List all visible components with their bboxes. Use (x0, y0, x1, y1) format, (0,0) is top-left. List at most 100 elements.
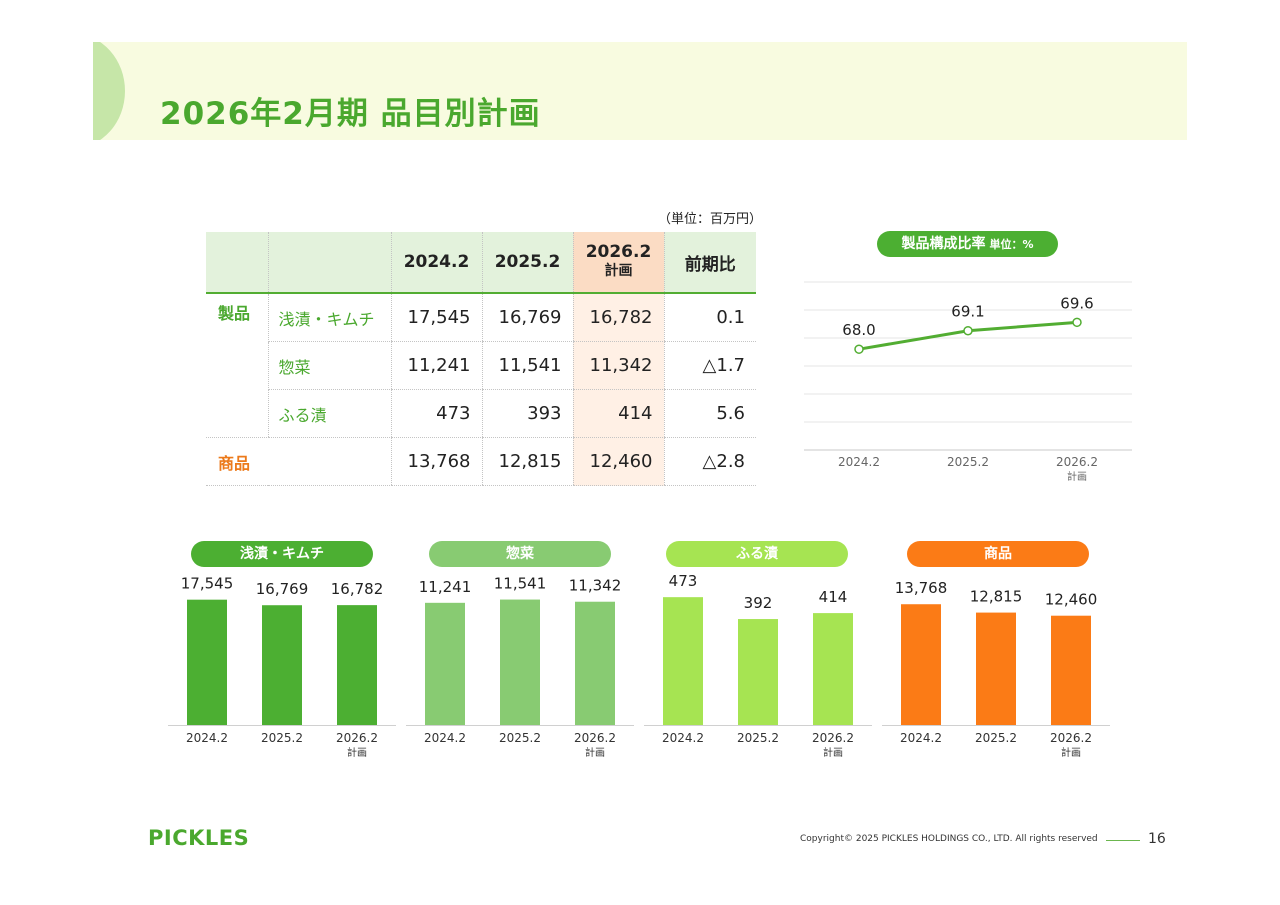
unit-note: （単位：百万円） (658, 212, 763, 227)
line-chart: 68.0 2024.2 69.1 2025.2 69.6 2026.2計画 (804, 281, 1132, 483)
plan-table: 2024.2 2025.2 2026.2 計画 前期比 製品 浅漬・キムチ 17… (206, 232, 756, 486)
bar (663, 597, 703, 725)
point-value-label: 68.0 (842, 321, 875, 339)
table-header-row: 2024.2 2025.2 2026.2 計画 前期比 (206, 232, 756, 294)
x-tick-label: 2024.2 (424, 731, 466, 745)
bar (901, 604, 941, 725)
cell-2025: 11,541 (481, 341, 573, 390)
x-tick-sublabel: 計画 (585, 746, 605, 759)
x-tick-label: 2025.2 (261, 731, 303, 745)
header-2026: 2026.2 (585, 242, 652, 262)
point-value-label: 69.1 (951, 303, 984, 321)
data-point (854, 344, 864, 354)
x-tick-label: 2025.2 (499, 731, 541, 745)
header-2026-plan: 2026.2 計画 (572, 232, 664, 294)
bar-pill-goods: 商品 (907, 541, 1089, 567)
cell-2025: 393 (481, 389, 573, 438)
cell-2026-plan: 11,342 (572, 341, 664, 390)
bar-pill-furuzuke: ふる漬 (666, 541, 848, 567)
x-tick-label: 2024.2 (186, 731, 228, 745)
bar-value-label: 11,241 (419, 578, 472, 596)
cell-yoy: △2.8 (663, 437, 756, 486)
header-2024: 2024.2 (390, 232, 482, 294)
bar-pill-sozai: 惣菜 (429, 541, 611, 567)
cell-yoy: 0.1 (663, 293, 756, 342)
bar-value-label: 12,815 (970, 588, 1023, 606)
header-plan-label: 計画 (604, 263, 633, 279)
copyright-text: Copyright© 2025 PICKLES HOLDINGS CO., LT… (800, 834, 1098, 844)
page-title: 2026年2月期 品目別計画 (160, 96, 541, 132)
bar-chart-sozai: 11,241 2024.2 11,541 2025.2 11,342 2026.2計画 (406, 575, 634, 759)
header-yoy: 前期比 (663, 232, 756, 294)
cell-2025: 16,769 (481, 293, 573, 342)
category-goods: 商品 (206, 437, 391, 486)
point-value-label: 69.6 (1060, 294, 1093, 312)
line-chart-title: 製品構成比率 (901, 236, 986, 252)
x-tick-label: 2026.2 (1056, 455, 1098, 469)
line-chart-unit: 単位：% (989, 238, 1034, 251)
bar-chart-asazuke: 17,545 2024.2 16,769 2025.2 16,782 2026.2計画 (168, 575, 396, 759)
cell-yoy: △1.7 (663, 341, 756, 390)
line-chart-pill: 製品構成比率 単位：% (877, 231, 1058, 257)
cell-2024: 17,545 (390, 293, 482, 342)
table-row: 製品 浅漬・キムチ 17,545 16,769 16,782 0.1 (206, 293, 756, 438)
x-tick-sublabel: 計画 (823, 746, 843, 759)
row-label: 惣菜 (267, 341, 391, 390)
bar-value-label: 392 (744, 594, 773, 612)
x-tick-sublabel: 計画 (347, 746, 367, 759)
bar (976, 612, 1016, 725)
data-point (963, 325, 973, 336)
bar (738, 619, 778, 725)
bar (187, 599, 227, 725)
cell-2025: 12,815 (481, 437, 573, 486)
bar-chart-goods: 13,768 2024.2 12,815 2025.2 12,460 2026.2計画 (882, 579, 1110, 759)
header-curve-decoration (93, 42, 125, 140)
header-blank-cell (206, 232, 268, 294)
data-point (1072, 317, 1082, 328)
bar-value-label: 473 (669, 575, 698, 590)
cell-yoy: 5.6 (663, 389, 756, 438)
x-tick-label: 2025.2 (947, 455, 989, 469)
table-row: 商品 13,768 12,815 12,460 △2.8 (206, 437, 756, 486)
x-tick-label: 2026.2 (1050, 731, 1092, 745)
bar-value-label: 16,769 (256, 580, 309, 598)
x-tick-label: 2026.2 (336, 731, 378, 745)
bar (575, 601, 615, 725)
bar (425, 602, 465, 725)
bar (1051, 615, 1091, 725)
bar-value-label: 17,545 (181, 575, 234, 593)
bar-value-label: 414 (819, 588, 848, 606)
x-tick-label: 2026.2 (574, 731, 616, 745)
bar-value-label: 11,541 (494, 575, 547, 593)
cell-2024: 11,241 (390, 341, 482, 390)
header-blank-cell (267, 232, 391, 294)
row-label: ふる漬 (267, 389, 391, 438)
x-tick-label: 2025.2 (975, 731, 1017, 745)
header-2025: 2025.2 (481, 232, 573, 294)
cell-2026-plan: 414 (572, 389, 664, 438)
table-row: 惣菜 11,241 11,541 11,342 △1.7 (206, 341, 756, 390)
bar (337, 605, 377, 725)
bar-value-label: 13,768 (895, 579, 948, 597)
category-products: 製品 (206, 293, 268, 438)
x-tick-sublabel: 計画 (1061, 746, 1081, 759)
x-tick-sublabel: 計画 (1067, 470, 1087, 483)
bar-value-label: 16,782 (331, 580, 384, 598)
x-tick-label: 2024.2 (838, 455, 880, 469)
cell-2026-plan: 16,782 (572, 293, 664, 342)
cell-2024: 473 (390, 389, 482, 438)
cell-2024: 13,768 (390, 437, 482, 486)
bar (262, 605, 302, 725)
x-tick-label: 2024.2 (900, 731, 942, 745)
x-tick-label: 2024.2 (662, 731, 704, 745)
cell-2026-plan: 12,460 (572, 437, 664, 486)
bar (500, 599, 540, 725)
page-number: 16 (1148, 831, 1166, 847)
bar-pill-asazuke: 浅漬・キムチ (191, 541, 373, 567)
x-tick-label: 2025.2 (737, 731, 779, 745)
x-tick-label: 2026.2 (812, 731, 854, 745)
pickles-logo: PICKLES (148, 826, 250, 850)
row-label: 浅漬・キムチ (267, 293, 391, 342)
header-band (93, 42, 1187, 140)
bar-value-label: 11,342 (569, 577, 622, 595)
